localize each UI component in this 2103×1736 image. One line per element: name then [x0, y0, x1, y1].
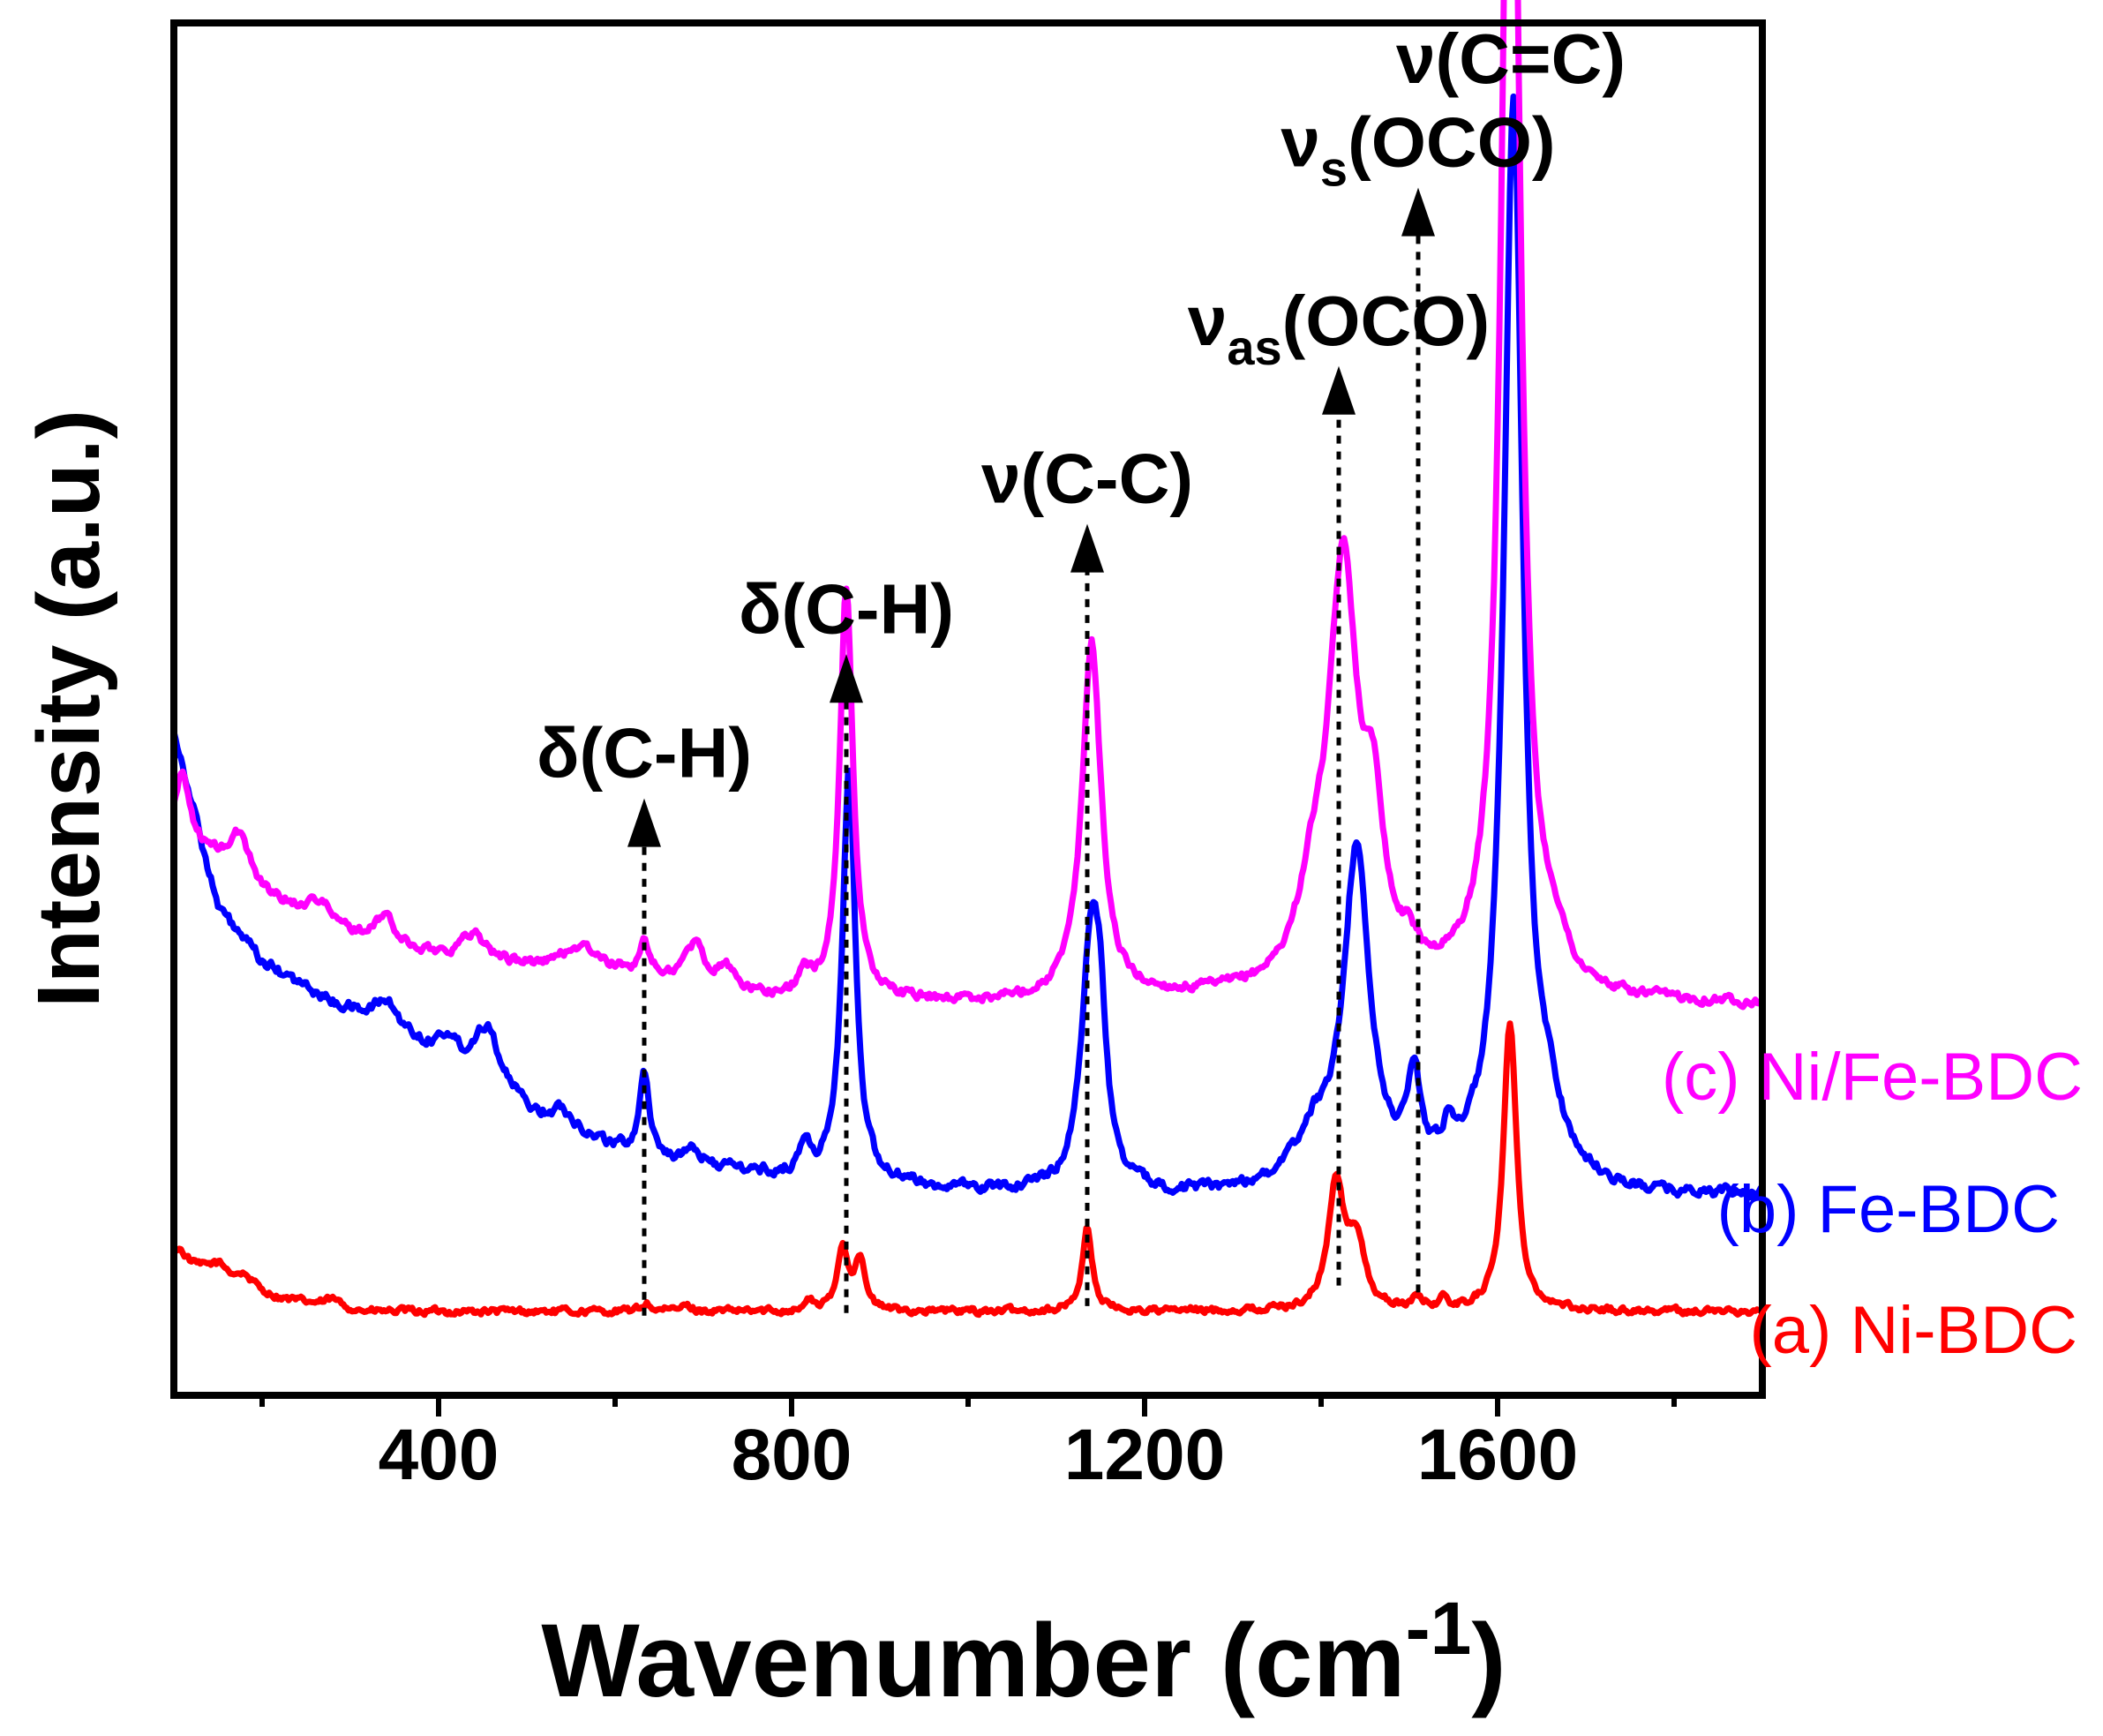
x-axis-title-main: Wavenumber (cm — [541, 1603, 1405, 1719]
annotation-label-6: ν(C=C) — [1396, 19, 1626, 98]
x-tick-label: 1600 — [1417, 1415, 1578, 1495]
annotation-label-main: ν(C-C) — [981, 440, 1193, 518]
annotation-label-subscript: s — [1320, 141, 1348, 197]
legend: (c) Ni/Fe-BDC (b) Fe-BDC (a) Ni-BDC — [1662, 1040, 2083, 1368]
annotation-label-suffix: (OCO) — [1348, 103, 1556, 182]
annotation-label-main: ν(C=C) — [1396, 19, 1626, 98]
annotation-arrow-head — [1322, 365, 1356, 415]
annotation-label-4: νas(OCO) — [1188, 282, 1490, 375]
annotation-arrow-head — [1070, 523, 1104, 573]
x-axis-title-close: ) — [1471, 1603, 1506, 1719]
annotation-label-3: ν(C-C) — [981, 440, 1193, 518]
annotation-label-main: δ(C-H) — [739, 569, 954, 648]
annotation-label-5: νs(OCO) — [1281, 103, 1555, 197]
annotation-arrow-head — [1401, 187, 1435, 237]
annotation-label-main: ν — [1281, 103, 1320, 182]
x-tick-label: 400 — [379, 1415, 499, 1495]
annotation-arrow-head — [627, 798, 661, 847]
x-axis-title: Wavenumber (cm-1) — [541, 1587, 1506, 1719]
x-axis-title-superscript: -1 — [1406, 1587, 1472, 1670]
annotation-label-2: δ(C-H) — [739, 569, 954, 648]
axis-layer: 400 800 1200 1600 — [170, 19, 1766, 1495]
legend-label-b: (b) Fe-BDC — [1717, 1172, 2060, 1247]
x-ticks: 400 800 1200 1600 — [259, 1395, 1677, 1495]
series-line-ni-bdc — [171, 1020, 1765, 1319]
x-tick-label: 1200 — [1064, 1415, 1225, 1495]
x-tick-label: 800 — [732, 1415, 852, 1495]
annotation-layer: δ(C-H)δ(C-H)ν(C-C)νas(OCO)νs(OCO)ν(C=C) — [537, 19, 1626, 1316]
annotation-label-main: ν — [1188, 282, 1228, 360]
y-axis-title: Intensity (a.u.) — [19, 410, 118, 1008]
series-line-ni-fe-bdc — [170, 0, 1766, 1011]
series-line-fe-bdc — [170, 93, 1764, 1201]
legend-label-c: (c) Ni/Fe-BDC — [1662, 1040, 2083, 1115]
annotation-arrow-head — [830, 654, 863, 703]
legend-label-a: (a) Ni-BDC — [1749, 1293, 2077, 1368]
annotation-label-main: δ(C-H) — [537, 714, 752, 793]
annotation-label-suffix: (OCO) — [1282, 282, 1491, 360]
annotation-label-1: δ(C-H) — [537, 714, 752, 793]
series-layer — [170, 0, 1766, 1319]
annotation-label-subscript: as — [1227, 319, 1281, 375]
